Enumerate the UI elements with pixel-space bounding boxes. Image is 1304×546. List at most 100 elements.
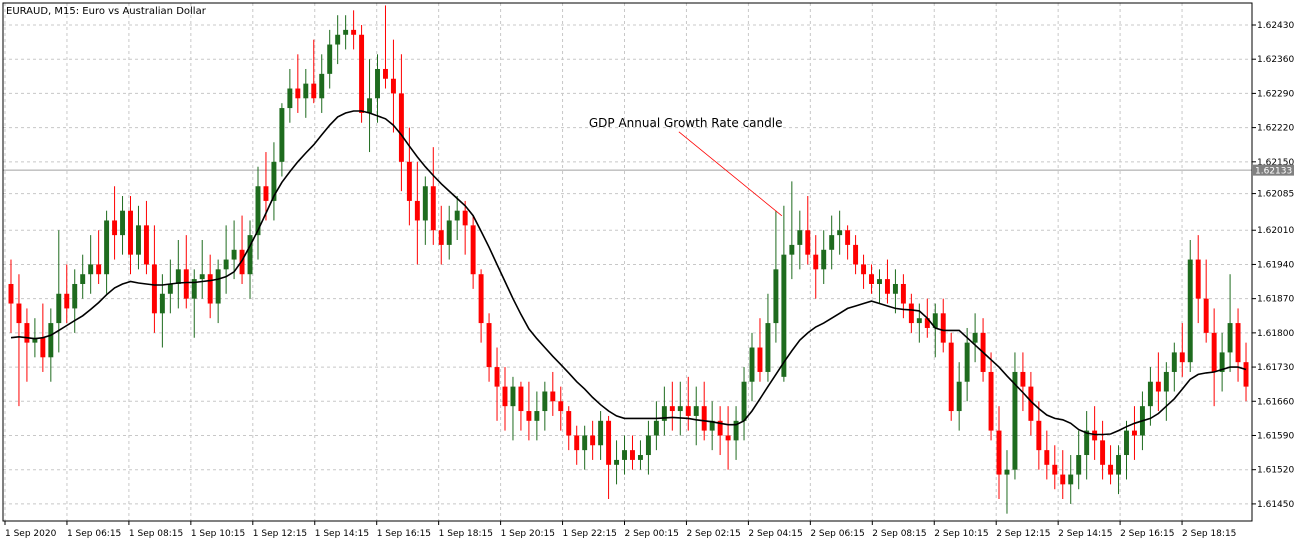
candle-body bbox=[550, 391, 556, 402]
candle bbox=[414, 161, 420, 265]
moving-average-line bbox=[10, 110, 1247, 436]
candle bbox=[175, 240, 181, 309]
candle bbox=[255, 166, 261, 260]
candle bbox=[940, 298, 946, 353]
candle bbox=[430, 147, 436, 245]
candle bbox=[972, 313, 978, 363]
candle bbox=[24, 308, 30, 382]
candle-body bbox=[956, 381, 962, 412]
candle-body bbox=[1243, 362, 1249, 387]
candle-body bbox=[319, 73, 325, 99]
candle bbox=[367, 59, 373, 153]
candle-body bbox=[829, 235, 835, 250]
candle-body bbox=[526, 411, 532, 421]
candle-body bbox=[765, 323, 771, 372]
candle-body bbox=[335, 34, 341, 45]
candle bbox=[143, 200, 149, 275]
candle bbox=[566, 406, 572, 451]
x-tick-label: 2 Sep 18:15 bbox=[1182, 529, 1236, 539]
candle bbox=[191, 269, 197, 338]
candle bbox=[701, 381, 707, 441]
candle bbox=[446, 205, 452, 260]
candle-body bbox=[821, 249, 827, 270]
candle-body bbox=[207, 274, 213, 304]
candle bbox=[64, 264, 70, 324]
x-tick-label: 1 Sep 08:15 bbox=[129, 529, 183, 539]
candle-body bbox=[1235, 323, 1241, 363]
candle-body bbox=[749, 347, 755, 382]
candle bbox=[733, 406, 739, 460]
candle-body bbox=[558, 401, 564, 412]
candle bbox=[104, 210, 110, 294]
candle bbox=[645, 420, 651, 475]
candle-body bbox=[430, 186, 436, 231]
candle bbox=[494, 347, 500, 421]
candle-body bbox=[8, 283, 14, 304]
candle-body bbox=[988, 371, 994, 431]
candle-body bbox=[948, 342, 954, 412]
candle-body bbox=[645, 435, 651, 456]
candle-body bbox=[924, 318, 930, 328]
candle-body bbox=[677, 406, 683, 412]
candle-body bbox=[422, 186, 428, 221]
candle-body bbox=[773, 269, 779, 324]
candle bbox=[1060, 450, 1066, 500]
candle-body bbox=[1147, 381, 1153, 407]
candle bbox=[988, 352, 994, 441]
candle-body bbox=[199, 274, 205, 280]
candle-body bbox=[359, 34, 365, 113]
candle-body bbox=[271, 161, 277, 201]
candle bbox=[80, 254, 86, 299]
candle-body bbox=[741, 381, 747, 421]
candle bbox=[454, 196, 460, 241]
plot-frame bbox=[2, 2, 1253, 522]
candle-body bbox=[725, 435, 731, 441]
y-tick-label: 1.62010 bbox=[1257, 226, 1294, 236]
x-tick-label: 1 Sep 18:15 bbox=[439, 529, 493, 539]
candle bbox=[183, 235, 189, 309]
candle bbox=[215, 259, 221, 324]
candle-body bbox=[813, 254, 819, 270]
y-tick-label: 1.61450 bbox=[1257, 500, 1294, 510]
candle bbox=[279, 103, 285, 177]
candle-body bbox=[462, 210, 468, 226]
candle bbox=[1243, 342, 1249, 402]
candle bbox=[574, 425, 580, 465]
candle bbox=[805, 196, 811, 265]
candle-body bbox=[598, 420, 604, 446]
candle-body bbox=[438, 230, 444, 245]
candle-body bbox=[542, 391, 548, 412]
y-tick-label: 1.62085 bbox=[1257, 190, 1294, 200]
candle-body bbox=[486, 323, 492, 368]
candle bbox=[167, 259, 173, 314]
x-tick-label: 2 Sep 06:15 bbox=[810, 529, 864, 539]
candle-body bbox=[1060, 474, 1066, 485]
candle-body bbox=[64, 293, 70, 309]
candle-body bbox=[1052, 464, 1058, 475]
annotation-arrow bbox=[678, 131, 783, 217]
candle-body bbox=[1068, 474, 1074, 485]
y-tick-label: 1.62150 bbox=[1257, 158, 1294, 168]
candle bbox=[956, 362, 962, 431]
candle bbox=[159, 274, 165, 348]
candle-body bbox=[653, 420, 659, 436]
candle-body bbox=[1028, 386, 1034, 421]
candle bbox=[271, 142, 277, 221]
candle bbox=[1116, 445, 1121, 495]
candle-body bbox=[32, 337, 38, 343]
x-tick-label: 1 Sep 2020 bbox=[5, 529, 57, 539]
candle-body bbox=[669, 406, 675, 412]
candle-body bbox=[900, 283, 906, 304]
candle bbox=[239, 215, 245, 284]
candle-body bbox=[383, 68, 388, 79]
candle-body bbox=[685, 406, 691, 416]
candle-body bbox=[1195, 259, 1201, 299]
candle-body bbox=[1211, 332, 1217, 372]
candle-body bbox=[223, 259, 229, 270]
candle-body bbox=[1084, 430, 1090, 456]
candle-body bbox=[351, 29, 357, 35]
candle bbox=[1084, 411, 1090, 480]
candle bbox=[72, 269, 78, 333]
candle-body bbox=[1219, 352, 1225, 372]
